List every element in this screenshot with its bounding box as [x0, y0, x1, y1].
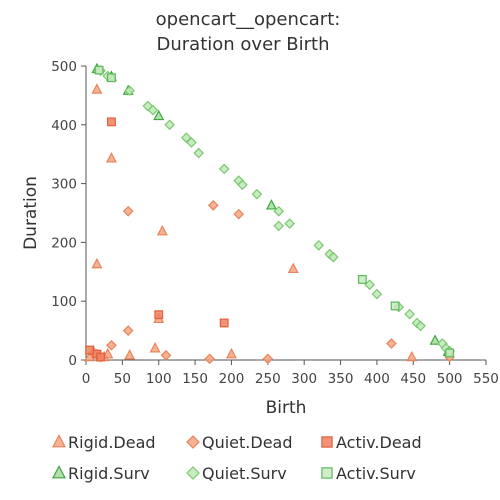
point-activ-dead	[219, 318, 229, 328]
point-quiet-surv	[218, 163, 230, 175]
y-tick-label: 500	[51, 59, 77, 75]
point-quiet-dead	[207, 200, 219, 211]
x-tick-label: 100	[146, 371, 172, 387]
point-rigid-dead	[287, 262, 299, 274]
point-quiet-surv	[186, 137, 197, 148]
x-tick-label: 200	[219, 371, 245, 387]
axes: 0 50 100 150 200 250 300 350 400 450 500 550 0 100 200…	[51, 59, 499, 387]
y-tick-label: 200	[51, 235, 77, 251]
x-tick-label: 0	[82, 371, 91, 387]
point-quiet-surv	[371, 288, 383, 300]
point-rigid-dead	[91, 83, 103, 94]
x-tick-label: 400	[364, 371, 390, 387]
point-quiet-surv	[313, 239, 325, 251]
chart-title-line2: Duration over Birth	[157, 34, 330, 55]
point-rigid-dead	[91, 257, 103, 269]
x-tick-label: 300	[291, 371, 317, 387]
point-quiet-dead	[106, 339, 117, 351]
point-quiet-surv	[404, 308, 415, 320]
point-quiet-dead	[262, 353, 274, 365]
legend-marker-rigid-surv	[52, 465, 66, 479]
point-quiet-surv	[284, 218, 295, 229]
point-quiet-dead	[122, 325, 134, 336]
point-activ-dead	[85, 345, 95, 355]
point-rigid-dead	[406, 350, 418, 362]
point-activ-surv	[445, 348, 455, 358]
point-quiet-surv	[124, 85, 135, 97]
x-tick-label: 50	[114, 371, 131, 387]
x-tick-label: 150	[182, 371, 208, 387]
point-quiet-surv	[193, 147, 205, 159]
point-quiet-surv	[273, 205, 285, 217]
x-tick-label: 250	[255, 371, 281, 387]
legend-marker-activ-surv	[321, 467, 333, 479]
point-rigid-dead	[105, 152, 117, 163]
point-rigid-dead	[149, 342, 161, 353]
point-rigid-dead	[84, 350, 96, 362]
y-tick-label: 400	[51, 118, 77, 134]
point-quiet-surv	[147, 104, 159, 116]
data-points	[84, 62, 455, 365]
point-rigid-dead	[156, 224, 168, 236]
point-rigid-dead	[102, 347, 114, 359]
point-activ-surv	[94, 65, 104, 75]
legend-marker-quiet-surv	[186, 466, 200, 480]
legend-marker-activ-dead	[321, 436, 333, 448]
point-quiet-dead	[122, 205, 134, 217]
point-activ-dead	[107, 117, 116, 127]
point-activ-surv	[390, 301, 400, 311]
x-tick-label: 550	[473, 371, 499, 387]
legend-label-activ-surv: Activ.Surv	[336, 464, 416, 483]
legend-label-quiet-surv: Quiet.Surv	[202, 464, 287, 483]
chart-title-line1: opencart__opencart:	[156, 9, 341, 30]
point-quiet-surv	[415, 320, 426, 332]
point-quiet-dead	[233, 208, 245, 220]
point-rigid-surv	[265, 199, 277, 210]
y-axis-label: Duration	[21, 176, 41, 250]
y-tick-label: 100	[51, 294, 77, 310]
point-rigid-surv	[429, 334, 441, 345]
legend-label-activ-dead: Activ.Dead	[336, 433, 422, 452]
legend-label-rigid-dead: Rigid.Dead	[68, 433, 156, 452]
point-activ-dead	[96, 352, 105, 362]
point-activ-surv	[107, 73, 116, 83]
legend-label-rigid-surv: Rigid.Surv	[68, 464, 150, 483]
point-activ-dead	[154, 310, 164, 320]
point-quiet-dead	[386, 338, 397, 349]
y-tick-label: 0	[68, 353, 77, 369]
point-quiet-surv	[164, 119, 175, 131]
point-quiet-dead	[160, 349, 172, 361]
legend-marker-quiet-dead	[186, 435, 200, 449]
x-tick-label: 500	[437, 371, 463, 387]
x-tick-label: 350	[328, 371, 354, 387]
legend-label-quiet-dead: Quiet.Dead	[202, 433, 293, 452]
point-quiet-surv	[251, 188, 263, 200]
x-tick-label: 450	[400, 371, 426, 387]
point-activ-surv	[357, 275, 367, 284]
x-axis-label: Birth	[266, 398, 307, 418]
point-quiet-surv	[273, 220, 285, 232]
point-quiet-surv	[327, 251, 339, 263]
legend: Rigid.Dead Quiet.Dead Activ.Dead Rigid.Surv…	[52, 433, 422, 483]
point-quiet-dead	[204, 353, 215, 365]
y-tick-label: 300	[51, 177, 77, 193]
point-rigid-dead	[225, 347, 237, 359]
legend-marker-rigid-dead	[52, 434, 66, 448]
point-rigid-dead	[124, 349, 136, 360]
point-rigid-surv	[153, 109, 165, 121]
point-quiet-surv	[237, 179, 248, 191]
